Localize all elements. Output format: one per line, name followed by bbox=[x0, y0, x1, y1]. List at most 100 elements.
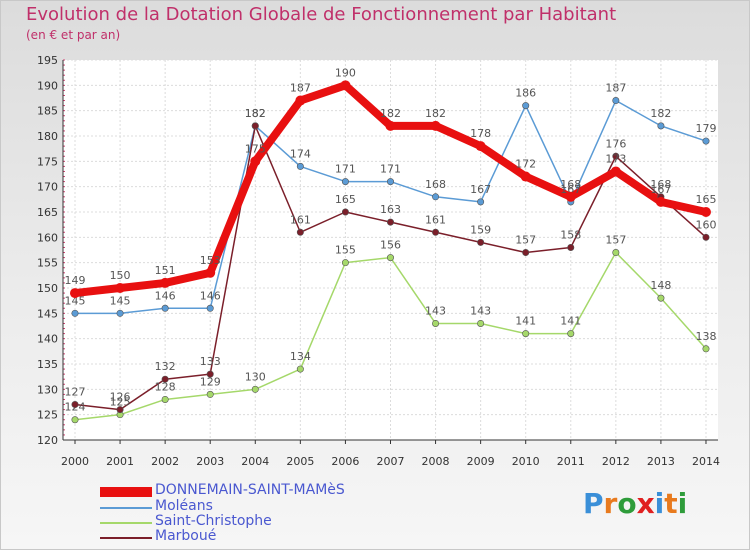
legend-label: Saint-Christophe bbox=[155, 513, 272, 529]
data-label: 165 bbox=[695, 193, 716, 206]
data-point bbox=[251, 385, 259, 393]
data-point bbox=[567, 243, 575, 251]
data-label: 186 bbox=[515, 87, 536, 100]
data-label: 150 bbox=[110, 269, 131, 282]
data-label: 141 bbox=[560, 315, 581, 328]
y-tick-label: 125 bbox=[37, 409, 58, 422]
data-point bbox=[477, 319, 485, 327]
data-label: 172 bbox=[515, 158, 536, 171]
x-tick-label: 2006 bbox=[331, 455, 359, 468]
data-point bbox=[251, 122, 259, 130]
legend-swatch bbox=[100, 487, 152, 497]
data-point bbox=[612, 97, 620, 105]
y-tick-label: 155 bbox=[37, 257, 58, 270]
y-tick-label: 165 bbox=[37, 206, 58, 219]
data-point bbox=[477, 198, 485, 206]
y-tick-label: 145 bbox=[37, 307, 58, 320]
data-label: 149 bbox=[65, 274, 86, 287]
data-point bbox=[702, 137, 710, 145]
data-point bbox=[702, 233, 710, 241]
data-label: 161 bbox=[290, 213, 311, 226]
data-point bbox=[161, 375, 169, 383]
data-label: 160 bbox=[695, 218, 716, 231]
data-label: 175 bbox=[245, 142, 266, 155]
data-label: 129 bbox=[200, 375, 221, 388]
data-label: 138 bbox=[695, 330, 716, 343]
data-point bbox=[432, 193, 440, 201]
data-point bbox=[206, 304, 214, 312]
data-label: 167 bbox=[560, 183, 581, 196]
data-label: 151 bbox=[155, 264, 176, 277]
data-label: 182 bbox=[245, 107, 266, 120]
y-tick-label: 130 bbox=[37, 383, 58, 396]
data-label: 132 bbox=[155, 360, 176, 373]
x-tick-label: 2003 bbox=[196, 455, 224, 468]
data-label: 174 bbox=[290, 147, 311, 160]
data-point bbox=[700, 207, 711, 217]
proxiti-logo: Proxiti bbox=[583, 487, 687, 520]
data-point bbox=[657, 294, 665, 302]
data-point bbox=[71, 416, 79, 424]
data-label: 156 bbox=[380, 239, 401, 252]
data-label: 127 bbox=[65, 386, 86, 399]
data-label: 187 bbox=[290, 82, 311, 95]
data-point bbox=[206, 390, 214, 398]
data-label: 173 bbox=[605, 152, 626, 165]
data-label: 157 bbox=[605, 234, 626, 247]
y-tick-label: 140 bbox=[37, 333, 58, 346]
data-label: 125 bbox=[110, 396, 131, 409]
data-label: 153 bbox=[200, 254, 221, 267]
data-point bbox=[70, 288, 80, 299]
data-point bbox=[385, 120, 396, 131]
data-label: 182 bbox=[380, 107, 401, 120]
data-point bbox=[612, 249, 620, 257]
data-point bbox=[612, 152, 620, 160]
x-tick-label: 2011 bbox=[557, 455, 585, 468]
y-tick-label: 150 bbox=[37, 282, 58, 295]
chart-subtitle: (en € et par an) bbox=[26, 28, 121, 42]
chart-title: Evolution de la Dotation Globale de Fonc… bbox=[26, 4, 617, 25]
data-point bbox=[477, 238, 485, 246]
data-point bbox=[341, 178, 349, 186]
data-label: 128 bbox=[155, 380, 176, 393]
data-label: 176 bbox=[605, 137, 626, 150]
data-point bbox=[432, 228, 440, 236]
data-point bbox=[71, 309, 79, 317]
data-point bbox=[160, 277, 171, 288]
data-point bbox=[340, 80, 351, 91]
legend-label: DONNEMAIN-SAINT-MAMèS bbox=[155, 482, 345, 498]
x-tick-label: 2010 bbox=[512, 455, 540, 468]
data-label: 168 bbox=[650, 178, 671, 191]
data-point bbox=[296, 228, 304, 236]
data-point bbox=[250, 156, 261, 167]
data-label: 126 bbox=[110, 391, 131, 404]
data-label: 157 bbox=[515, 234, 536, 247]
legend-swatch bbox=[100, 537, 152, 539]
x-tick-label: 2000 bbox=[61, 455, 89, 468]
logo-letter: x bbox=[636, 487, 655, 520]
data-label: 148 bbox=[650, 279, 671, 292]
data-point bbox=[296, 365, 304, 373]
data-label: 141 bbox=[515, 315, 536, 328]
data-label: 179 bbox=[695, 122, 716, 135]
legend-swatch bbox=[100, 507, 152, 509]
x-tick-label: 2007 bbox=[376, 455, 404, 468]
x-tick-label: 2002 bbox=[151, 455, 179, 468]
data-point bbox=[386, 178, 394, 186]
data-point bbox=[206, 370, 214, 378]
data-point bbox=[341, 208, 349, 216]
data-label: 159 bbox=[470, 223, 491, 236]
logo-letter: i bbox=[677, 487, 688, 520]
data-label: 145 bbox=[65, 294, 86, 307]
y-tick-label: 185 bbox=[37, 105, 58, 118]
logo-letter: t bbox=[664, 487, 678, 520]
x-tick-label: 2014 bbox=[692, 455, 720, 468]
x-tick-label: 2012 bbox=[602, 455, 630, 468]
data-label: 146 bbox=[200, 289, 221, 302]
data-point bbox=[161, 395, 169, 403]
data-label: 130 bbox=[245, 370, 266, 383]
data-point bbox=[386, 254, 394, 262]
data-point bbox=[522, 249, 530, 257]
logo-letter: r bbox=[603, 487, 618, 520]
data-label: 145 bbox=[110, 294, 131, 307]
